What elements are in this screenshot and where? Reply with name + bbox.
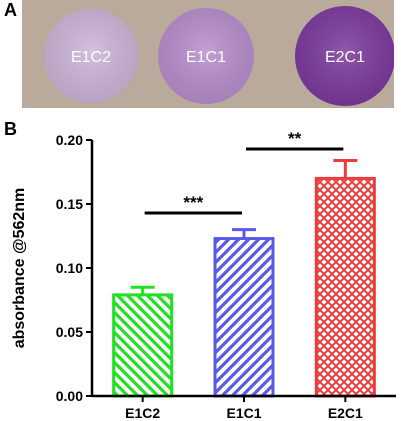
y-tick-label: 0.00 (56, 388, 83, 404)
panel-a-photo: E1C2 E1C1 E2C1 (22, 0, 394, 108)
axes-group: 0.00 0.05 0.10 0.15 0.20 E1C2 E1C1 E2C1 absorban… (11, 132, 396, 421)
disk-shade (158, 8, 254, 104)
y-tick-label: 0.05 (56, 324, 83, 340)
y-axis-title: absorbance @562nm (11, 188, 28, 349)
disk-label: E1C1 (186, 49, 226, 66)
x-tick-label: E2C1 (328, 405, 363, 421)
bar-chart: 0.00 0.05 0.10 0.15 0.20 E1C2 E1C1 E2C1 absorban… (11, 129, 396, 421)
bar-e1c2 (112, 293, 174, 398)
disk-label: E2C1 (325, 49, 365, 66)
y-tick-label: 0.10 (56, 260, 83, 276)
panel-a-letter: A (4, 0, 17, 20)
y-tick-label: 0.15 (56, 196, 83, 212)
bar-e1c1 (213, 237, 275, 398)
disk-shade (44, 9, 138, 103)
bar-e2c1 (314, 176, 376, 398)
disk-shade (295, 6, 394, 106)
significance-label: *** (183, 193, 203, 212)
x-tick-label: E1C1 (226, 405, 261, 421)
panel-b-letter: B (4, 119, 17, 139)
y-tick-label: 0.20 (56, 132, 83, 148)
disks-group: E1C2 E1C1 E2C1 (44, 6, 394, 106)
significance-label: ** (288, 129, 302, 148)
x-tick-label: E1C2 (125, 405, 160, 421)
error-bars-group (130, 158, 358, 295)
significance-group: ***** (144, 129, 344, 215)
disk-label: E1C2 (71, 49, 111, 66)
